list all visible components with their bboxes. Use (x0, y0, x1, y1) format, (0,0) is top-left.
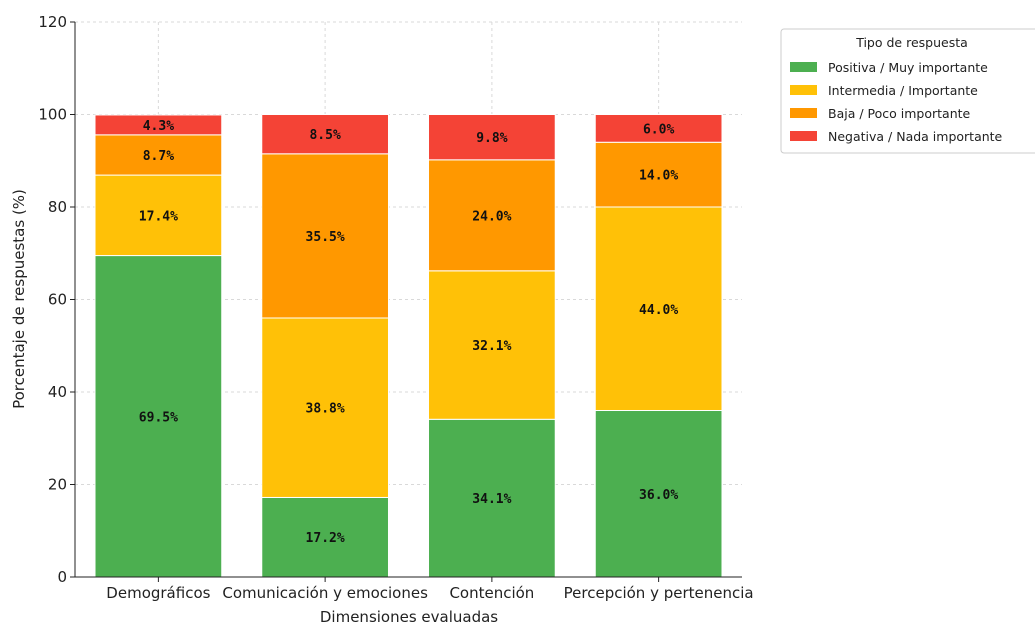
legend-frame (780, 28, 1035, 154)
bar-segment (261, 317, 389, 498)
bar-data-label: 32.1% (472, 339, 511, 354)
y-tick-label: 20 (48, 476, 67, 494)
bar-data-label: 9.8% (476, 131, 507, 146)
legend-swatch (790, 108, 817, 118)
legend-entry-label: Intermedia / Importante (828, 83, 978, 98)
bar-data-label: 17.4% (139, 209, 178, 224)
legend-swatch (790, 62, 817, 72)
bar-data-label: 17.2% (306, 531, 345, 546)
x-axis-label: Dimensiones evaluadas (320, 608, 498, 624)
bar-segment (94, 174, 223, 257)
bars (94, 114, 723, 578)
bar-data-label: 69.5% (139, 410, 178, 425)
bar-segment (428, 114, 556, 161)
bar-segment (428, 270, 556, 420)
y-tick-label: 60 (48, 291, 67, 309)
bar-data-label: 38.8% (306, 402, 345, 417)
legend: Tipo de respuesta Positiva / Muy importa… (780, 28, 1035, 154)
bar-segment (594, 410, 723, 578)
bar-data-label: 34.1% (472, 492, 511, 507)
legend-entry-label: Baja / Poco importante (828, 106, 971, 121)
x-tick-label: Comunicación y emociones (222, 584, 428, 602)
x-tick-label: Percepción y pertenencia (564, 584, 754, 602)
y-axis-label: Porcentaje de respuestas (%) (10, 189, 28, 409)
legend-entry-label: Negativa / Nada importante (828, 129, 1003, 144)
bar-segment (428, 418, 556, 578)
legend-swatch (790, 131, 817, 141)
legend-entry-label: Positiva / Muy importante (828, 60, 988, 75)
y-tick-label: 120 (38, 13, 67, 31)
legend-title: Tipo de respuesta (855, 35, 968, 50)
bar-segment (594, 141, 723, 208)
bar-data-label: 44.0% (639, 303, 678, 318)
bar-data-label: 4.3% (143, 119, 174, 134)
bar-data-label: 8.5% (309, 128, 340, 143)
legend-swatch (790, 85, 817, 95)
y-tick-label: 100 (38, 106, 67, 124)
y-tick-label: 40 (48, 383, 67, 401)
bar-segment (594, 206, 723, 411)
y-tick-label: 0 (57, 568, 67, 586)
bar-segment (428, 159, 556, 272)
bar-segment (594, 114, 723, 143)
axes: 0 20 40 60 80 100 120 Demográficos Comunicación … (38, 13, 753, 602)
bar-segment (261, 114, 389, 155)
y-tick-label: 80 (48, 198, 67, 216)
bar-segment (94, 114, 223, 136)
bar-data-label: 35.5% (306, 230, 345, 245)
bar-data-label: 14.0% (639, 169, 678, 184)
bar-data-label: 8.7% (143, 149, 174, 164)
bar-segment (261, 496, 389, 578)
bar-data-label: 6.0% (643, 122, 674, 137)
bar-data-label: 24.0% (472, 209, 511, 224)
bar-data-labels: 69.5% 17.4% 8.7% 4.3% 17.2% 38.8% 35.5% 8.5% 34.… (139, 119, 679, 546)
x-tick-label: Contención (449, 584, 534, 602)
bar-segment (261, 153, 389, 319)
x-tick-label: Demográficos (106, 584, 210, 602)
bar-segment (94, 255, 223, 578)
bar-data-label: 36.0% (639, 488, 678, 503)
